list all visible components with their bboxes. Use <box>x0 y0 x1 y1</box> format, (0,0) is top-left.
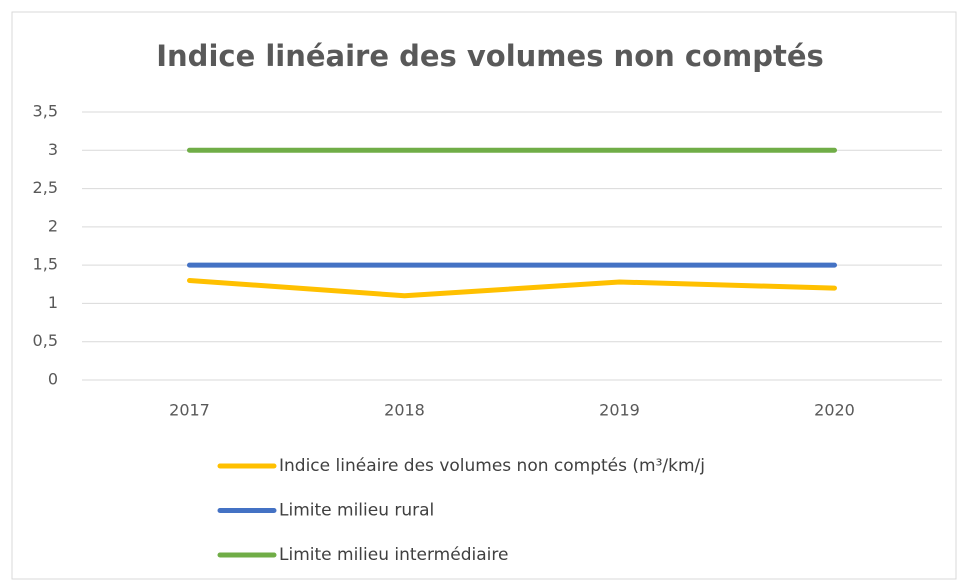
y-tick-label: 1 <box>48 293 58 312</box>
y-tick-label: 2 <box>48 216 58 235</box>
y-tick-label: 3 <box>48 140 58 159</box>
x-tick-label: 2019 <box>599 401 640 420</box>
y-tick-label: 0 <box>48 370 58 389</box>
y-tick-label: 2,5 <box>33 178 58 197</box>
legend-label: Indice linéaire des volumes non comptés … <box>279 456 705 476</box>
x-tick-label: 2020 <box>814 401 855 420</box>
legend-label: Limite milieu rural <box>279 501 434 521</box>
x-tick-label: 2018 <box>384 401 425 420</box>
x-tick-label: 2017 <box>169 401 210 420</box>
y-tick-label: 0,5 <box>33 331 58 350</box>
y-tick-label: 3,5 <box>33 102 58 121</box>
chart-border <box>11 11 957 580</box>
series-line <box>187 277 837 299</box>
chart-title: Indice linéaire des volumes non comptés <box>156 39 824 73</box>
y-tick-label: 1,5 <box>33 255 58 274</box>
legend-label: Limite milieu intermédiaire <box>279 545 508 565</box>
